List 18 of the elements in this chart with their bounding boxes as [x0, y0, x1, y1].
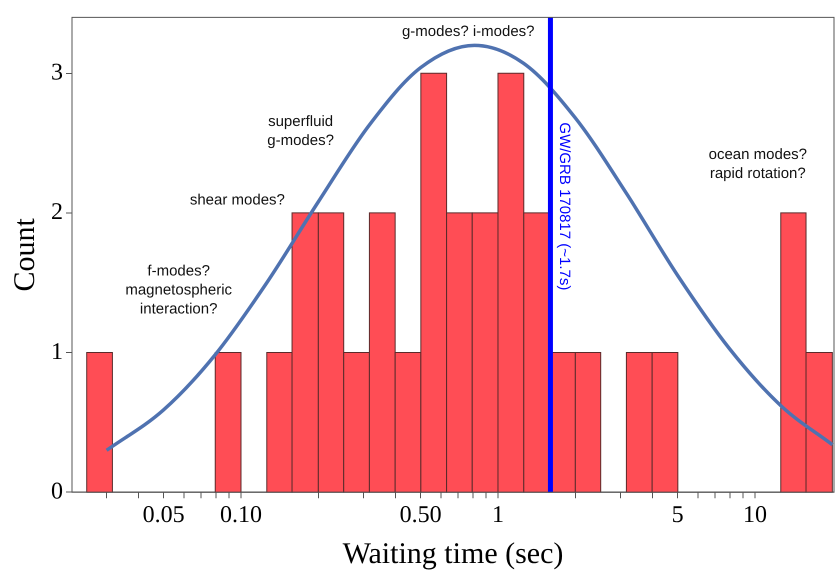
x-axis-title: Waiting time (sec) [342, 536, 564, 570]
x-tick-label: 1 [492, 502, 504, 528]
annotation: f-modes? magnetospheric interaction? [125, 262, 233, 318]
x-tick-label: 5 [672, 502, 684, 528]
annotation: shear modes? [190, 191, 285, 208]
y-tick-label: 2 [51, 199, 63, 226]
annotation: ocean modes? rapid rotation? [708, 146, 808, 182]
x-tick-label: 0.05 [142, 502, 185, 528]
annotation: g-modes? i-modes? [402, 22, 535, 40]
x-tick-label: 0.50 [400, 502, 442, 528]
y-tick-label: 3 [51, 60, 63, 86]
y-tick-label: 0 [51, 478, 63, 504]
y-tick-label: 1 [51, 338, 63, 365]
y-axis-title: Count [8, 217, 41, 292]
ref-line-label: GW/GRB 170817 (~1.7s) [556, 122, 573, 290]
x-tick-label: 10 [742, 502, 767, 528]
x-tick-label: 0.10 [220, 502, 262, 528]
annotation: superfluid g-modes? [267, 112, 334, 149]
